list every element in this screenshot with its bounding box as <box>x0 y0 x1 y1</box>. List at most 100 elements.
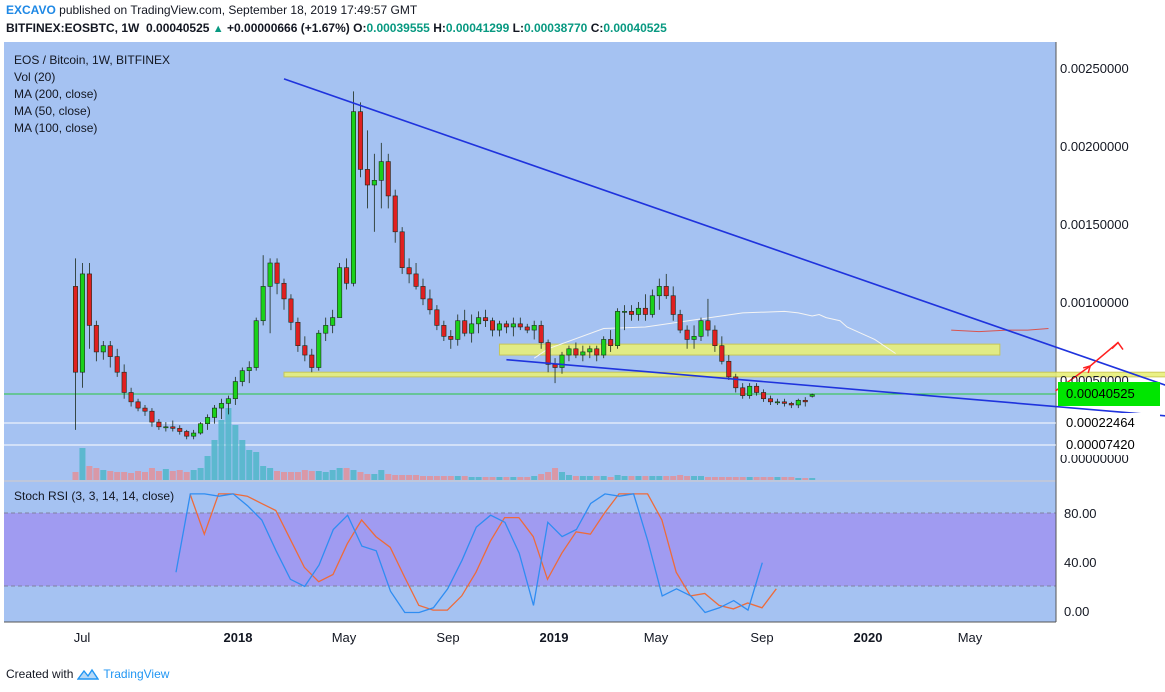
volume-bar <box>301 470 308 480</box>
ohlc-line: BITFINEX:EOSBTC, 1W 0.00040525 ▲ +0.0000… <box>6 21 667 35</box>
candle-body <box>740 387 746 396</box>
candle-body <box>302 345 308 356</box>
candle-body <box>406 267 412 275</box>
publisher-name[interactable]: EXCAVO <box>6 3 56 17</box>
legend-ma100: MA (100, close) <box>14 121 98 135</box>
price-label: 0.00100000 <box>1060 295 1129 310</box>
volume-bar <box>774 477 781 480</box>
main-pane-background <box>4 42 1056 480</box>
volume-bar <box>767 477 774 480</box>
candle-body <box>309 354 315 368</box>
candle-body <box>205 417 211 424</box>
candle-body <box>691 336 697 340</box>
candle-body <box>608 339 614 346</box>
volume-bar <box>760 477 767 480</box>
volume-bar <box>663 476 670 480</box>
candle-body <box>726 360 732 378</box>
volume-bar <box>433 476 440 480</box>
volume-bar <box>545 472 552 480</box>
volume-bar <box>795 478 802 480</box>
candle-body <box>385 161 391 197</box>
volume-bar <box>253 452 260 480</box>
arrow-head <box>1111 341 1124 350</box>
candle-body <box>149 410 155 423</box>
volume-bar <box>538 474 545 480</box>
volume-bar <box>239 440 246 480</box>
candle-body <box>531 325 537 331</box>
candle-body <box>371 180 377 186</box>
volume-bar <box>308 471 315 480</box>
volume-bar <box>531 476 538 480</box>
candle-body <box>524 326 530 331</box>
up-triangle-icon: ▲ <box>212 23 224 35</box>
volume-bar <box>211 440 218 480</box>
candles <box>73 91 815 440</box>
candle-body <box>364 169 370 186</box>
volume-bar <box>642 476 649 480</box>
volume-bar <box>86 466 93 480</box>
candle-body <box>566 348 572 356</box>
volume-bar <box>559 472 565 480</box>
candle-body <box>184 431 190 437</box>
volume-bar <box>698 476 704 480</box>
volume-bar <box>357 472 364 480</box>
volume-bar <box>739 477 746 480</box>
candle-body <box>545 342 551 365</box>
volume-bar <box>496 477 503 480</box>
volume-bar <box>322 472 329 480</box>
volume-bar <box>809 478 816 480</box>
volume-bar <box>475 477 482 480</box>
volume-bar <box>225 408 232 480</box>
stoch-band <box>4 513 1056 586</box>
volume-bar <box>440 476 447 480</box>
arrow-head <box>1082 364 1092 374</box>
volume-bar <box>586 476 593 480</box>
volume-bar <box>72 472 79 480</box>
volume-bar <box>343 468 350 480</box>
candle-body <box>413 273 419 287</box>
candle-body <box>656 286 662 297</box>
volume-bar <box>274 471 281 480</box>
volume-bar <box>454 476 461 480</box>
volume-bar <box>614 475 621 480</box>
candle-body <box>73 286 79 373</box>
volume-bar <box>114 472 121 480</box>
volume-bar <box>753 477 760 480</box>
stoch-lines <box>175 493 777 614</box>
volume-bar <box>468 477 475 480</box>
volume-bar <box>635 476 642 480</box>
volume-bar <box>461 476 468 480</box>
candle-body <box>670 295 676 315</box>
legend-ma50: MA (50, close) <box>14 104 91 118</box>
candle-body <box>399 231 405 268</box>
volume-bar <box>148 468 155 480</box>
candle-body <box>559 354 565 368</box>
candle-body <box>552 364 558 368</box>
candle-body <box>809 394 815 397</box>
price-label: 0.00150000 <box>1060 217 1129 232</box>
candle-body <box>107 345 113 357</box>
volume-bar <box>267 468 274 480</box>
candle-body <box>253 320 259 368</box>
close-label: C: <box>590 21 604 35</box>
volume-bar <box>399 475 406 480</box>
candle-body <box>587 348 593 353</box>
candle-body <box>510 323 516 328</box>
close-value: 0.00040525 <box>603 21 667 35</box>
candle-body <box>323 325 329 334</box>
candle-body <box>705 320 711 331</box>
change-text: +0.00000666 (+1.67%) <box>227 21 350 35</box>
volume-bar <box>524 477 531 480</box>
volume-bar <box>260 466 267 480</box>
candle-body <box>350 111 356 284</box>
candle-body <box>642 307 648 315</box>
candle-body <box>628 311 634 315</box>
volume-bar <box>204 456 211 480</box>
candle-body <box>79 273 85 373</box>
candle-body <box>538 325 544 343</box>
footer-brand[interactable]: TradingView <box>103 667 170 681</box>
candle-body <box>469 323 475 334</box>
time-label: 2019 <box>539 630 569 645</box>
level-a-badge: 0.00022464 <box>1058 413 1160 433</box>
